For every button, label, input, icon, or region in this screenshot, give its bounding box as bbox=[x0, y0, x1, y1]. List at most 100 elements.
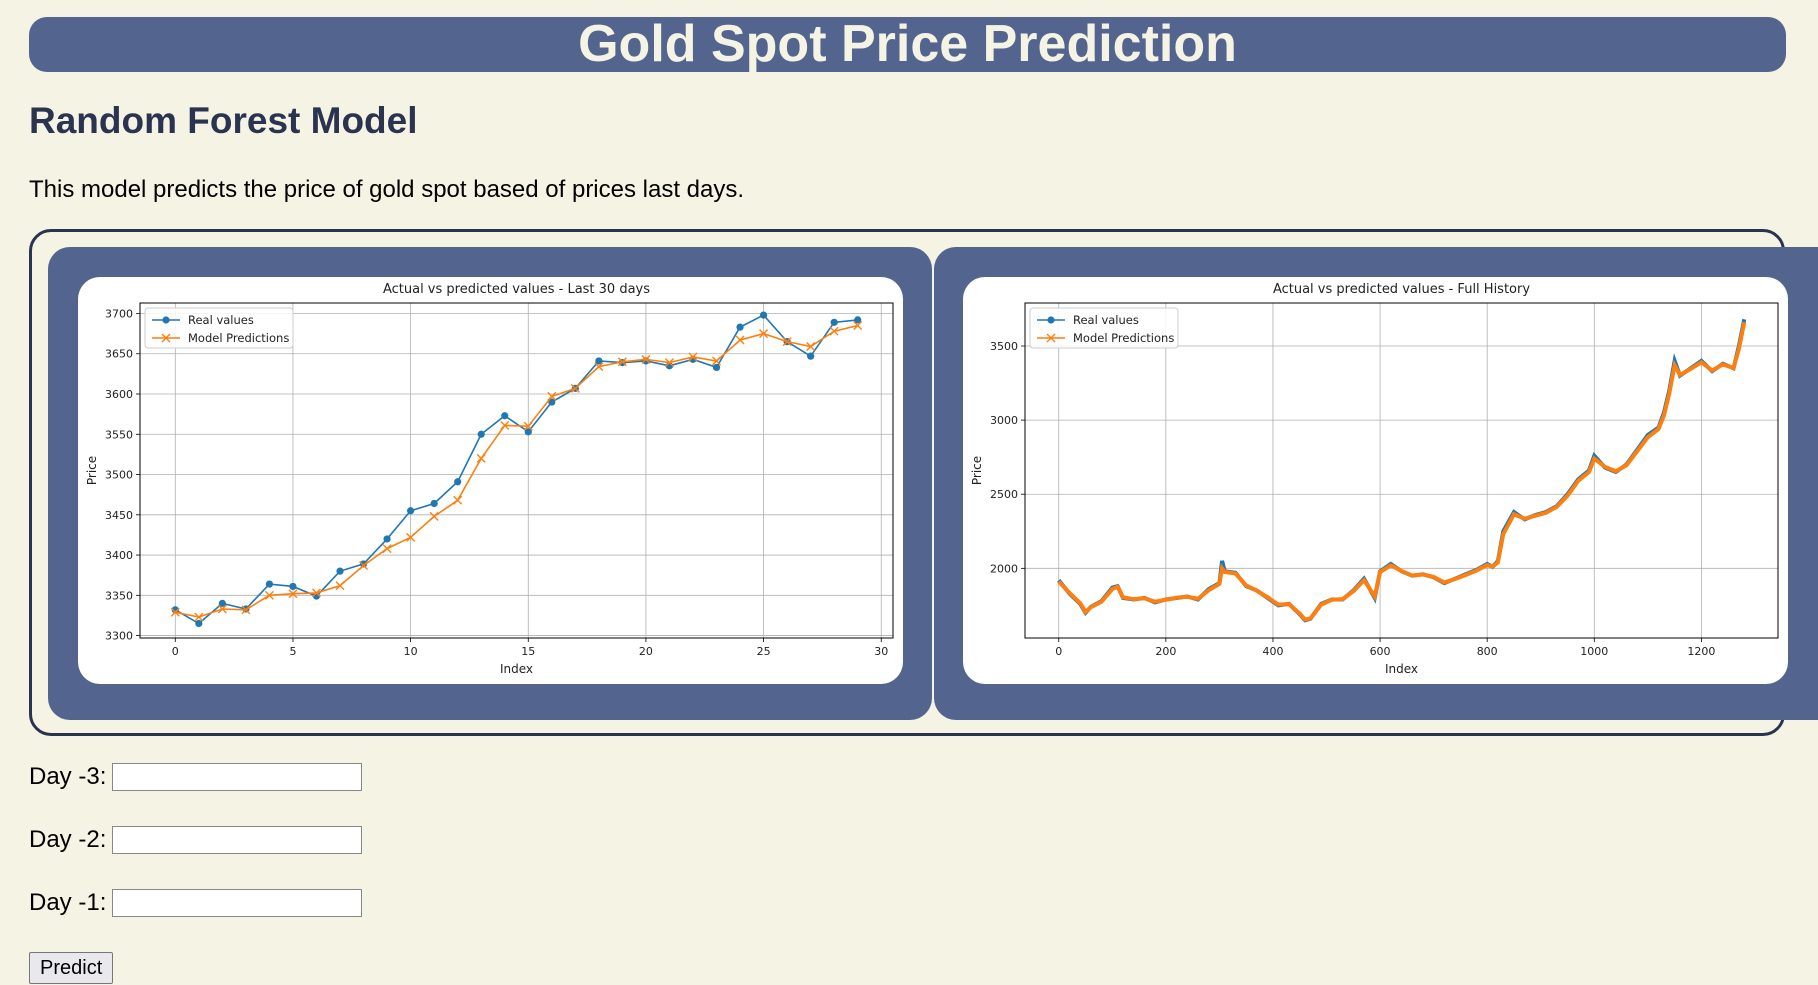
page-title: Gold Spot Price Prediction bbox=[578, 15, 1237, 73]
data-point bbox=[594, 362, 604, 372]
data-point bbox=[288, 589, 298, 599]
plot-frame bbox=[139, 302, 894, 639]
data-point bbox=[735, 335, 745, 345]
legend-label: Model Predictions bbox=[1073, 331, 1174, 345]
data-point bbox=[195, 619, 203, 628]
model-description: This model predicts the price of gold sp… bbox=[29, 176, 745, 203]
data-point bbox=[265, 580, 274, 588]
chart-title: Actual vs predicted values - Full Histor… bbox=[1273, 282, 1530, 297]
legend-label: Real values bbox=[188, 313, 254, 327]
y-tick-label: 2500 bbox=[990, 488, 1018, 501]
chart-card-full-history: Actual vs predicted values - Full Histor… bbox=[963, 277, 1788, 684]
data-point bbox=[382, 544, 392, 554]
legend-label: Model Predictions bbox=[188, 331, 289, 345]
data-point bbox=[454, 478, 462, 486]
legend-box bbox=[144, 307, 294, 349]
series-real-values bbox=[171, 311, 862, 628]
y-tick-label: 3600 bbox=[105, 388, 133, 401]
legend-marker bbox=[1046, 333, 1056, 343]
data-point bbox=[170, 607, 180, 617]
chart-title: Actual vs predicted values - Last 30 day… bbox=[383, 282, 650, 297]
data-point bbox=[477, 430, 485, 438]
data-point bbox=[501, 412, 509, 420]
data-point bbox=[548, 398, 556, 406]
x-axis-label: Index bbox=[500, 662, 533, 676]
data-point bbox=[523, 421, 533, 431]
x-tick-label: 1200 bbox=[1687, 645, 1715, 658]
y-tick-label: 3300 bbox=[105, 630, 133, 643]
data-point bbox=[336, 567, 344, 575]
data-point bbox=[407, 507, 415, 515]
data-point bbox=[595, 357, 603, 365]
data-point bbox=[359, 561, 369, 571]
data-point bbox=[359, 560, 368, 568]
data-point bbox=[430, 499, 438, 508]
legend-marker bbox=[162, 316, 170, 324]
x-tick-label: 0 bbox=[172, 645, 179, 658]
data-point bbox=[241, 605, 251, 615]
data-point bbox=[311, 588, 321, 598]
data-point bbox=[406, 532, 416, 542]
data-point bbox=[641, 354, 651, 364]
data-point bbox=[617, 357, 627, 367]
y-tick-label: 3400 bbox=[105, 549, 133, 562]
data-point bbox=[171, 606, 179, 614]
series-model-predictions bbox=[170, 321, 863, 622]
series-line bbox=[174, 314, 858, 625]
y-tick-label: 3000 bbox=[990, 414, 1018, 427]
y-tick-label: 3500 bbox=[105, 469, 133, 482]
data-point bbox=[476, 453, 486, 463]
legend-label: Real values bbox=[1073, 313, 1139, 327]
chart-full-history: Actual vs predicted values - Full Histor… bbox=[970, 282, 1779, 676]
day-minus-1-row: Day -1: bbox=[29, 889, 363, 917]
day-minus-3-input[interactable] bbox=[112, 763, 363, 791]
x-tick-label: 15 bbox=[521, 645, 535, 658]
predict-button[interactable]: Predict bbox=[29, 952, 114, 984]
legend: Real values Model Predictions bbox=[1029, 307, 1179, 349]
day-minus-3-row: Day -3: bbox=[29, 763, 363, 791]
data-point bbox=[194, 612, 204, 622]
x-tick-label: 1000 bbox=[1580, 645, 1608, 658]
data-point bbox=[429, 511, 439, 521]
data-point bbox=[853, 321, 863, 331]
series-real-values bbox=[1057, 318, 1747, 623]
x-tick-label: 200 bbox=[1155, 645, 1176, 658]
series-line bbox=[175, 324, 858, 618]
data-point bbox=[547, 391, 557, 401]
y-tick-label: 3650 bbox=[105, 348, 133, 361]
y-tick-label: 3350 bbox=[105, 589, 133, 602]
data-point bbox=[782, 337, 792, 347]
series-model-predictions bbox=[1057, 321, 1747, 622]
series-line bbox=[1057, 321, 1747, 622]
data-point bbox=[807, 352, 815, 360]
data-point bbox=[289, 582, 297, 591]
data-point bbox=[453, 495, 463, 505]
day-minus-2-row: Day -2: bbox=[29, 826, 363, 854]
x-tick-label: 600 bbox=[1370, 645, 1391, 658]
x-tick-label: 25 bbox=[757, 645, 771, 658]
data-point bbox=[759, 311, 768, 319]
y-axis-label: Price bbox=[970, 456, 984, 485]
data-point bbox=[688, 352, 698, 362]
legend-marker bbox=[1047, 316, 1055, 324]
data-point bbox=[829, 326, 839, 336]
day-minus-1-input[interactable] bbox=[112, 889, 363, 917]
y-axis-label: Price bbox=[85, 456, 99, 485]
day-minus-2-input[interactable] bbox=[112, 826, 363, 854]
series-line bbox=[1057, 318, 1747, 623]
x-tick-label: 5 bbox=[289, 645, 296, 658]
y-tick-label: 3450 bbox=[105, 509, 133, 522]
data-point bbox=[500, 420, 510, 430]
data-point bbox=[218, 599, 226, 607]
day-minus-2-label: Day -2: bbox=[29, 826, 107, 853]
y-tick-label: 2000 bbox=[990, 562, 1018, 575]
data-point bbox=[264, 590, 274, 600]
y-tick-label: 3700 bbox=[105, 307, 133, 320]
x-tick-label: 10 bbox=[404, 645, 418, 658]
data-point bbox=[736, 323, 744, 331]
header-bar: Gold Spot Price Prediction bbox=[29, 17, 1786, 72]
day-minus-3-label: Day -3: bbox=[29, 763, 107, 790]
y-tick-label: 3500 bbox=[990, 340, 1018, 353]
data-point bbox=[854, 316, 862, 324]
data-point bbox=[335, 581, 345, 591]
